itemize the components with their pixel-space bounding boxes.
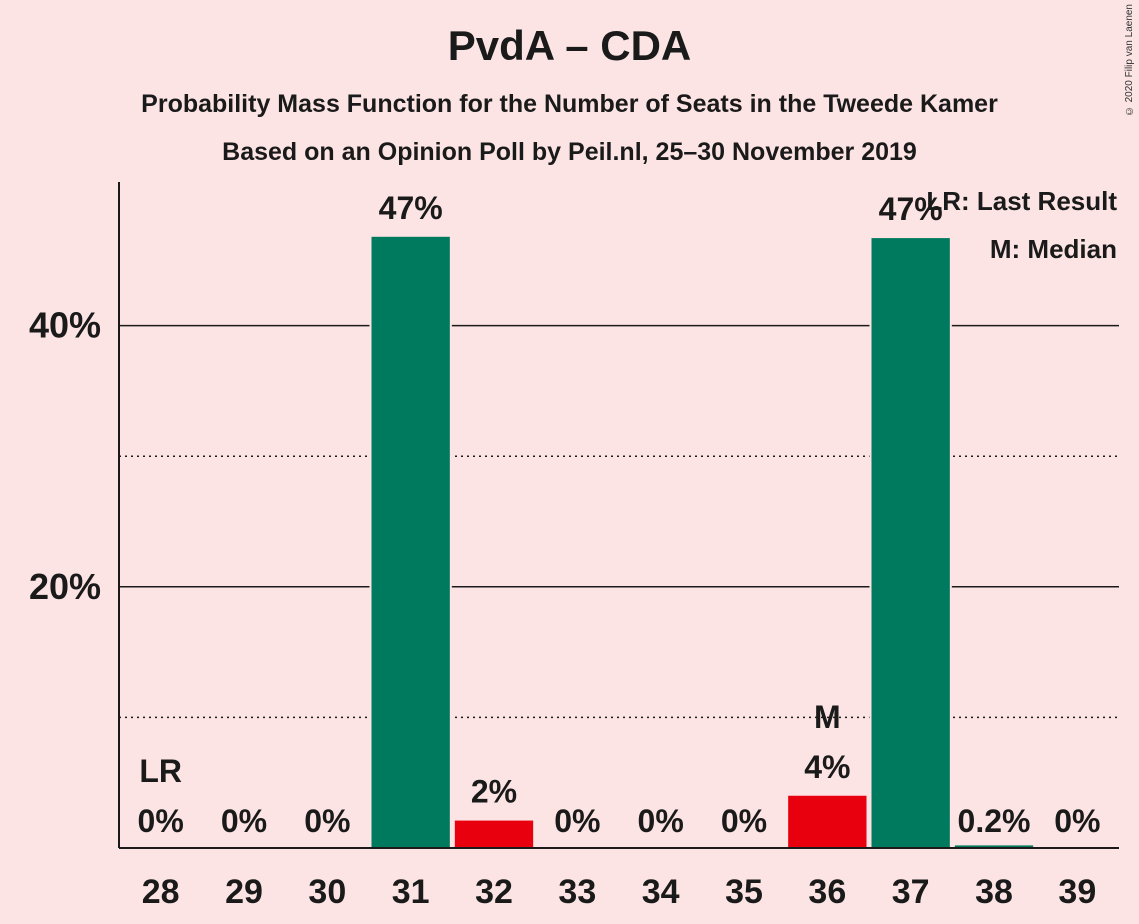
y-tick-label: 40% (29, 305, 101, 346)
x-tick-label: 32 (475, 873, 513, 911)
data-label: 0.2% (958, 803, 1031, 839)
bar (371, 236, 450, 849)
x-tick-label: 39 (1058, 873, 1096, 911)
data-label: 0% (304, 803, 350, 839)
chart-subtitle-2: Based on an Opinion Poll by Peil.nl, 25–… (222, 138, 917, 166)
x-tick-label: 33 (558, 873, 596, 911)
legend-entry: LR: Last Result (926, 186, 1117, 216)
x-tick-label: 29 (225, 873, 263, 911)
data-label: 0% (138, 803, 184, 839)
data-label: 0% (554, 803, 600, 839)
data-label: 47% (879, 191, 943, 227)
median-marker: M (814, 699, 841, 735)
bar (871, 238, 950, 848)
data-label: 2% (471, 774, 517, 810)
data-label: 0% (1054, 803, 1100, 839)
x-tick-label: 35 (725, 873, 763, 911)
x-tick-label: 28 (142, 873, 180, 911)
data-label: 47% (379, 190, 443, 226)
chart-subtitle: Probability Mass Function for the Number… (141, 90, 998, 118)
data-label: 0% (721, 803, 767, 839)
y-tick-label: 20% (29, 566, 101, 607)
x-tick-label: 38 (975, 873, 1013, 911)
x-tick-label: 37 (892, 873, 930, 911)
data-label: 0% (638, 803, 684, 839)
x-tick-label: 34 (642, 873, 680, 911)
x-tick-label: 31 (392, 873, 430, 911)
data-label: 4% (804, 749, 850, 785)
x-tick-label: 36 (808, 873, 846, 911)
chart-title: PvdA – CDA (447, 22, 692, 69)
bar (954, 845, 1034, 848)
last-result-marker: LR (139, 753, 182, 789)
legend-entry: M: Median (990, 234, 1117, 264)
data-label: 0% (221, 803, 267, 839)
bar (454, 820, 534, 848)
bar (788, 795, 867, 848)
x-tick-label: 30 (308, 873, 346, 911)
